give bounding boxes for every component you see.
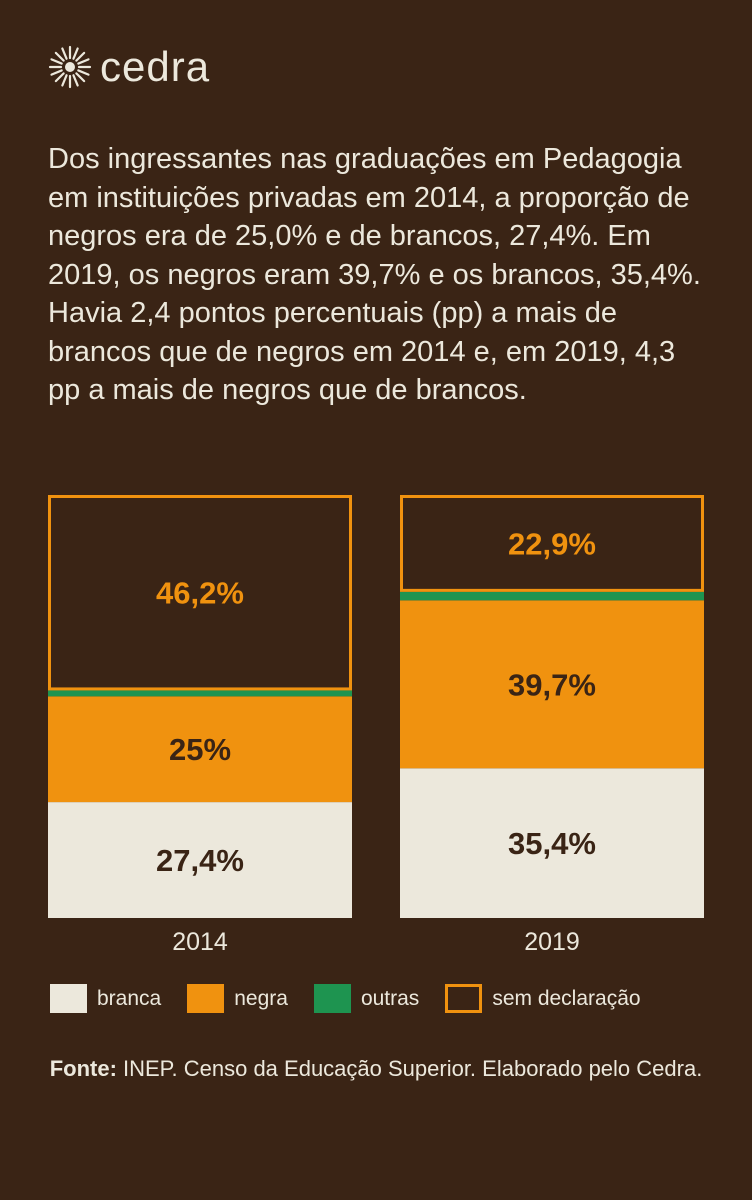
- logo-ray: [61, 47, 68, 60]
- category-label-2019: 2019: [524, 928, 580, 956]
- legend-swatch-branca: [50, 984, 87, 1013]
- data-label-branca-2019: 35,4%: [508, 826, 596, 861]
- logo-ray: [75, 72, 86, 83]
- logo-ray: [75, 51, 86, 62]
- intro-paragraph: Dos ingressantes nas graduações em Pedag…: [48, 143, 701, 406]
- logo-ray: [50, 69, 63, 76]
- legend-label-negra: negra: [234, 986, 288, 1010]
- brand-logo: cedra: [48, 42, 210, 92]
- legend-swatch-outras: [313, 984, 351, 1013]
- data-label-sem-declaracao-2019: 22,9%: [508, 526, 596, 561]
- legend-item-branca: branca: [50, 984, 161, 1013]
- sunburst-icon: [48, 45, 92, 89]
- bar-segment-outras-2014: [48, 690, 352, 697]
- bar-segment-negra-2014: [48, 696, 352, 803]
- logo-ray: [72, 47, 79, 60]
- logo-ray: [72, 74, 79, 87]
- brand-name: cedra: [100, 43, 211, 90]
- data-label-branca-2014: 27,4%: [156, 843, 244, 878]
- bar-segment-sem-declaracao-2014: [48, 495, 352, 691]
- category-label-2014: 2014: [172, 928, 228, 956]
- legend-swatch-negra: [187, 984, 225, 1013]
- logo-ray: [77, 58, 90, 65]
- logo-ray: [54, 72, 65, 83]
- bar-segment-negra-2019: [400, 600, 704, 769]
- bar-segment-branca-2014: [48, 802, 352, 918]
- data-label-negra-2019: 39,7%: [508, 667, 596, 702]
- logo-ray: [61, 74, 68, 87]
- legend-item-outras: outras: [313, 984, 420, 1013]
- legend-label-sem-declaracao: sem declaração: [492, 986, 641, 1010]
- bar-segment-branca-2019: [400, 768, 704, 918]
- bar-segment-outras-2019: [400, 591, 704, 601]
- legend-item-sem-declaracao: sem declaração: [445, 984, 641, 1013]
- stacked-bar-chart: 27,4% 25% 46,2% 2014 35,4% 39,7% 22,9% 2019: [48, 495, 704, 956]
- legend-label-outras: outras: [360, 986, 420, 1010]
- legend-swatch-sem-declaracao: [445, 984, 483, 1013]
- source-label: Fonte:: [49, 1056, 117, 1081]
- bar-segment-sem-declaracao-2019: [400, 495, 704, 592]
- logo-ray: [77, 69, 90, 76]
- logo-ray: [54, 51, 65, 62]
- data-label-negra-2014: 25%: [169, 732, 231, 767]
- logo-ray: [50, 58, 63, 65]
- chart-legend: branca negra outras sem declaração: [50, 984, 641, 1013]
- legend-label-branca: branca: [97, 986, 162, 1010]
- data-label-sem-declaracao-2014: 46,2%: [156, 576, 244, 611]
- source-note: Fonte: INEP. Censo da Educação Superior.…: [40, 1054, 712, 1084]
- legend-item-negra: negra: [187, 984, 288, 1013]
- source-text: INEP. Censo da Educação Superior. Elabor…: [116, 1056, 703, 1081]
